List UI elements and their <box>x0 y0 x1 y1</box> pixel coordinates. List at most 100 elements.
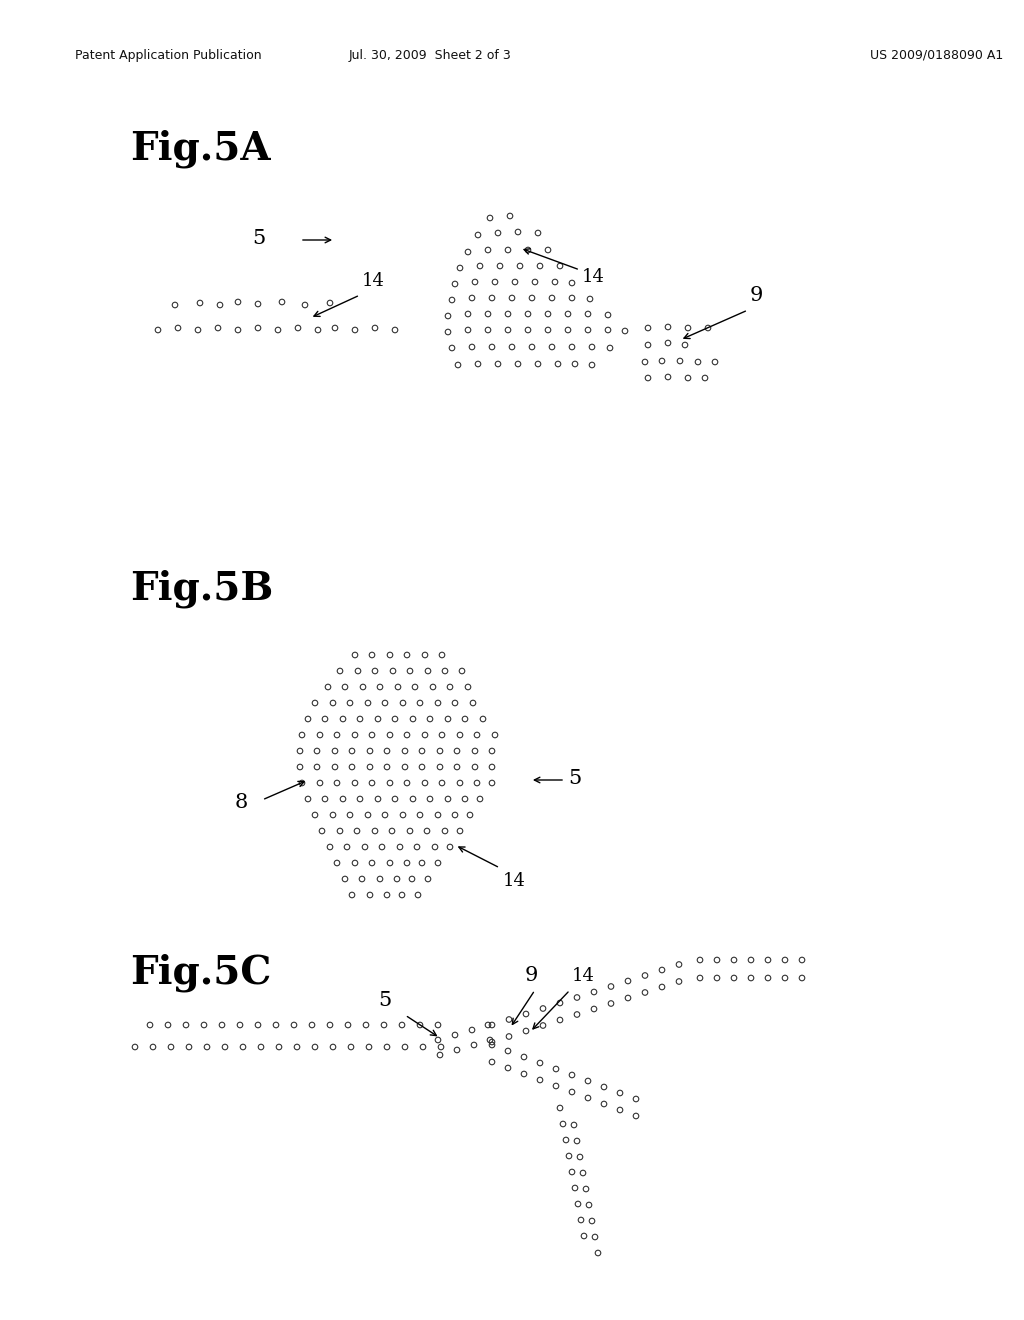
Point <box>387 319 403 341</box>
Point <box>596 1076 612 1097</box>
Point <box>611 1082 628 1104</box>
Point <box>332 660 348 681</box>
Point <box>294 725 310 746</box>
Point <box>327 756 343 777</box>
Point <box>470 224 486 246</box>
Point <box>637 965 653 986</box>
Point <box>370 709 386 730</box>
Point <box>217 1036 233 1057</box>
Point <box>552 993 568 1014</box>
Point <box>480 1015 497 1036</box>
Point <box>361 741 378 762</box>
Point <box>250 1015 266 1036</box>
Point <box>364 772 380 793</box>
Point <box>395 693 412 714</box>
Point <box>430 693 446 714</box>
Point <box>141 1015 158 1036</box>
Point <box>325 804 341 825</box>
Point <box>304 1015 321 1036</box>
Point <box>540 239 556 260</box>
Point <box>404 788 421 809</box>
Point <box>335 709 351 730</box>
Text: 14: 14 <box>362 272 385 290</box>
Point <box>483 1052 500 1073</box>
Point <box>535 1015 551 1036</box>
Point <box>586 998 602 1019</box>
Point <box>452 772 468 793</box>
Point <box>170 317 186 338</box>
Point <box>504 337 520 358</box>
Point <box>210 317 226 338</box>
Point <box>427 837 443 858</box>
Point <box>352 788 369 809</box>
Point <box>414 741 430 762</box>
Point <box>777 968 794 989</box>
Point <box>603 975 620 997</box>
Point <box>376 1015 392 1036</box>
Point <box>300 709 316 730</box>
Point <box>564 272 581 293</box>
Point <box>443 289 460 310</box>
Point <box>430 853 446 874</box>
Point <box>344 756 360 777</box>
Point <box>640 317 656 338</box>
Point <box>310 319 327 341</box>
Point <box>465 693 481 714</box>
Point <box>297 294 313 315</box>
Point <box>578 1179 594 1200</box>
Point <box>690 351 707 372</box>
Point <box>620 970 636 991</box>
Point <box>548 1076 564 1097</box>
Point <box>560 304 577 325</box>
Point <box>441 676 458 697</box>
Point <box>504 288 520 309</box>
Point <box>637 982 653 1003</box>
Point <box>680 317 696 338</box>
Text: 9: 9 <box>750 286 763 305</box>
Point <box>364 725 380 746</box>
Point <box>347 319 364 341</box>
Point <box>343 1036 359 1057</box>
Point <box>692 949 709 970</box>
Point <box>586 982 602 1003</box>
Point <box>709 949 725 970</box>
Point <box>410 884 426 906</box>
Point <box>335 788 351 809</box>
Point <box>432 741 449 762</box>
Point <box>360 1036 377 1057</box>
Point <box>516 1047 532 1068</box>
Point <box>564 1064 581 1085</box>
Point <box>401 821 418 842</box>
Point <box>370 788 386 809</box>
Point <box>372 676 388 697</box>
Point <box>163 1036 179 1057</box>
Point <box>672 350 688 371</box>
Point <box>699 317 716 338</box>
Point <box>462 804 478 825</box>
Point <box>387 709 403 730</box>
Point <box>564 288 581 309</box>
Point <box>347 772 364 793</box>
Point <box>361 884 378 906</box>
Point <box>707 351 723 372</box>
Point <box>392 837 409 858</box>
Point <box>397 756 414 777</box>
Point <box>379 756 395 777</box>
Point <box>603 993 620 1014</box>
Point <box>440 709 457 730</box>
Point <box>322 837 338 858</box>
Point <box>450 355 466 376</box>
Point <box>637 351 653 372</box>
Point <box>347 725 364 746</box>
Point <box>319 676 336 697</box>
Point <box>535 998 551 1019</box>
Point <box>401 660 418 681</box>
Point <box>422 709 438 730</box>
Point <box>437 660 454 681</box>
Point <box>653 350 670 371</box>
Point <box>337 676 353 697</box>
Point <box>470 354 486 375</box>
Point <box>309 741 326 762</box>
Point <box>344 884 360 906</box>
Point <box>354 676 371 697</box>
